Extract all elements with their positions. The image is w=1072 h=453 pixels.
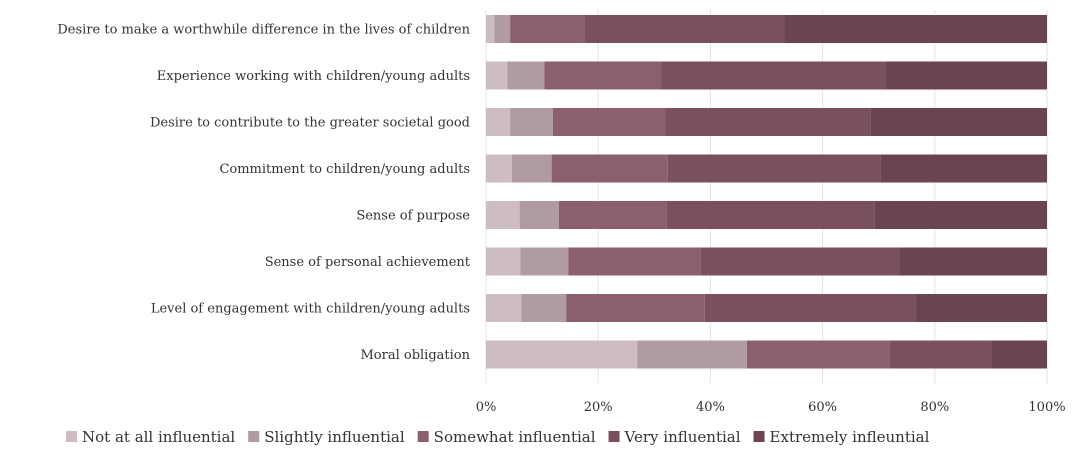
legend-entry: Slightly influential [264,428,405,446]
category-label: Level of engagement with children/young … [151,302,470,317]
bars [486,15,1047,369]
bar-segment [661,61,886,90]
bar-segment [568,247,701,276]
category-label: Moral obligation [360,348,470,363]
legend-swatch [66,431,77,442]
bar-segment [885,61,1047,90]
legend-swatch [417,431,429,442]
category-label: Desire to contribute to the greater soci… [150,116,470,131]
category-label: Sense of personal achievement [265,255,471,270]
x-tick-label: 100% [1028,400,1065,415]
bar-segment [665,108,871,136]
bar-segment [510,15,585,43]
bar-segment [519,201,559,229]
bar-segment [915,294,1047,322]
bar-segment [486,15,495,43]
x-tick-label: 80% [920,400,949,415]
legend-entry: Somewhat influential [434,428,596,446]
x-tick-label: 60% [808,400,837,415]
bar-segment [584,15,785,43]
bar-segment [637,340,747,369]
x-tick-label: 20% [584,400,613,415]
bar-segment [746,340,890,369]
bar-segment [507,61,545,90]
category-label: Sense of purpose [356,209,470,224]
bar-segment [666,201,875,229]
bar-segment [704,294,916,322]
bar-segment [521,294,567,322]
legend-entry: Extremely infleuntial [770,428,930,446]
bar-segment [511,154,552,183]
bar-segment [889,340,993,369]
category-label: Commitment to children/young adults [219,162,470,177]
bar-segment [558,201,667,229]
bar-segment [486,294,522,322]
bar-segment [667,154,881,183]
bar-segment [486,61,508,90]
bar-segment [700,247,900,276]
legend-entry: Very influential [624,428,741,446]
category-labels: Desire to make a worthwhile difference i… [57,23,470,364]
x-tick-label: 40% [696,400,725,415]
legend: Not at all influential Slightly influenti… [66,428,930,446]
bar-segment [494,15,511,43]
bar-segment [544,61,662,90]
bar-segment [784,15,1047,43]
legend-swatch [753,431,765,442]
bar-segment [510,108,553,136]
bar-segment [899,247,1047,276]
bar-segment [486,340,638,369]
category-label: Experience working with children/young a… [157,69,470,84]
bar-segment [520,247,569,276]
bar-segment [486,201,520,229]
bar-segment [874,201,1047,229]
x-tick-labels: 0% 20% 40% 60% 80% 100% [476,400,1066,415]
category-label: Desire to make a worthwhile difference i… [57,23,470,38]
bar-segment [486,108,511,136]
x-tick-label: 0% [476,400,497,415]
bar-segment [880,154,1047,183]
bar-segment [551,154,668,183]
bar-segment [552,108,666,136]
bar-segment [566,294,705,322]
bar-segment [992,340,1047,369]
bar-segment [486,154,512,183]
bar-segment [870,108,1047,136]
legend-entry: Not at all influential [82,428,235,446]
legend-swatch [248,431,260,442]
bar-segment [486,247,521,276]
legend-swatch [608,431,620,442]
